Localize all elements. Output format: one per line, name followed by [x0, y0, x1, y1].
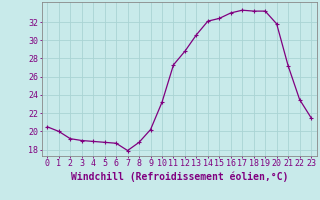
X-axis label: Windchill (Refroidissement éolien,°C): Windchill (Refroidissement éolien,°C) — [70, 171, 288, 182]
